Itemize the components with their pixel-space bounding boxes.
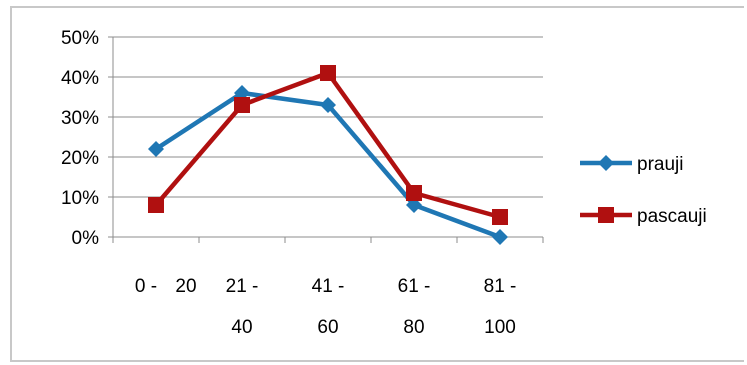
series-line-prauji	[154, 90, 501, 240]
y-tick-label: 30%	[61, 108, 99, 129]
x-tick-label: 0 -	[135, 276, 157, 297]
x-tick-label: 81 -	[484, 276, 517, 297]
series-line-pascauji	[154, 70, 501, 220]
y-tick-label: 0%	[72, 228, 100, 249]
data-point-pascauji	[320, 65, 336, 81]
data-point-pascauji	[234, 97, 250, 113]
x-tick-label: 41 -	[312, 276, 345, 297]
axes	[108, 36, 544, 243]
y-tick-label: 50%	[61, 28, 99, 49]
x-tick-label: 60	[317, 317, 338, 338]
series-lines	[148, 65, 508, 245]
y-tick-label: 20%	[61, 148, 99, 169]
x-tick-label: 61 -	[398, 276, 431, 297]
data-point-pascauji	[148, 197, 164, 213]
legend-marker-pascauji	[598, 207, 614, 223]
data-point-pascauji	[492, 209, 508, 225]
x-tick-label: 80	[403, 317, 424, 338]
data-point-prauji	[148, 141, 164, 157]
data-point-prauji	[492, 229, 508, 245]
x-tick-labels: 0 - 20 21 - 40 41 - 60 61 - 80 81 - 100	[135, 276, 516, 338]
y-tick-label: 10%	[61, 188, 99, 209]
x-tick-label: 20	[175, 276, 196, 297]
gridlines	[113, 36, 543, 198]
legend: prauji pascauji	[580, 154, 707, 227]
legend-label-pascauji: pascauji	[637, 206, 707, 227]
x-tick-label: 21 -	[226, 276, 259, 297]
data-point-prauji	[320, 97, 336, 113]
data-point-pascauji	[406, 185, 422, 201]
legend-marker-prauji	[598, 155, 614, 171]
chart-frame	[10, 6, 744, 362]
y-tick-labels: 0% 10% 20% 30% 40% 50%	[61, 28, 99, 249]
x-tick-label: 40	[231, 317, 252, 338]
x-tick-label: 100	[484, 317, 516, 338]
legend-label-prauji: prauji	[637, 154, 683, 175]
y-tick-label: 40%	[61, 68, 99, 89]
